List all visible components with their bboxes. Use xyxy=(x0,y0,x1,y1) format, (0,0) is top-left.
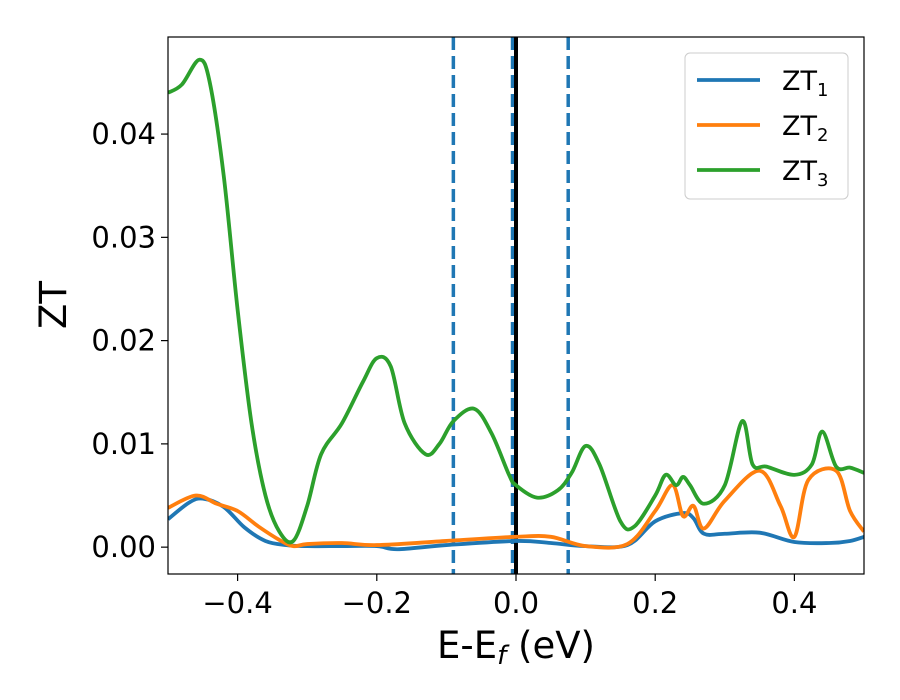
legend-box xyxy=(684,52,849,200)
series-line-zt2 xyxy=(168,466,864,550)
y-tick-label: 0.01 xyxy=(91,427,156,461)
x-tick-label: 0.0 xyxy=(493,586,539,620)
x-tick-label: −0.4 xyxy=(202,586,272,620)
y-axis-label: ZT xyxy=(32,281,75,329)
series-line-zt1 xyxy=(168,496,864,552)
series-line-zt3 xyxy=(168,57,864,545)
y-tick-label: 0.02 xyxy=(91,324,156,358)
x-axis-label-main: E-E xyxy=(437,624,497,667)
y-tick-label: 0.03 xyxy=(91,220,156,254)
y-tick-label: 0.00 xyxy=(91,530,156,564)
x-tick-label: −0.2 xyxy=(342,586,412,620)
legend: ZT1 ZT2 ZT3 xyxy=(684,52,849,200)
series-group xyxy=(168,57,864,552)
x-axis-ticks: −0.4 −0.2 0.0 0.2 0.4 xyxy=(202,574,817,620)
legend-label-zt3: ZT3 xyxy=(782,156,828,191)
x-axis-label-unit: (eV) xyxy=(506,624,595,667)
y-axis-ticks: 0.00 0.01 0.02 0.03 0.04 xyxy=(91,117,168,564)
x-tick-label: 0.4 xyxy=(771,586,817,620)
legend-label-zt2: ZT2 xyxy=(782,111,828,146)
x-axis-label: E-Ef (eV) xyxy=(437,624,595,671)
legend-label-zt1: ZT1 xyxy=(782,66,828,101)
x-tick-label: 0.2 xyxy=(632,586,678,620)
y-tick-label: 0.04 xyxy=(91,117,156,151)
